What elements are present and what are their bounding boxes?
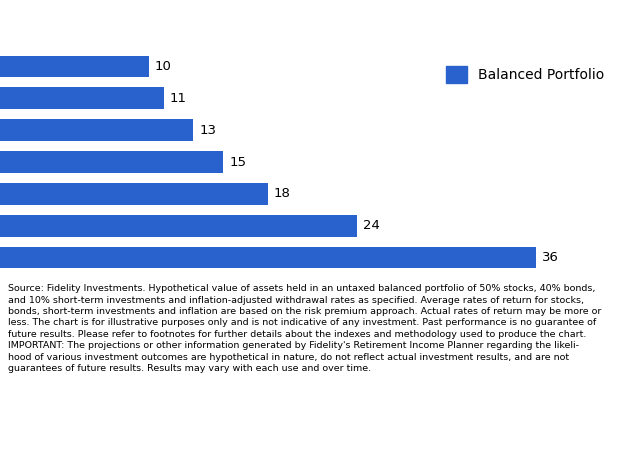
Bar xyxy=(0,87,164,109)
Text: 10: 10 xyxy=(155,60,172,73)
Text: 24: 24 xyxy=(363,219,380,232)
Text: 18: 18 xyxy=(274,187,291,200)
Text: 36: 36 xyxy=(542,251,559,264)
Bar xyxy=(0,119,194,141)
Bar xyxy=(0,215,357,237)
Bar xyxy=(0,151,223,173)
Text: 13: 13 xyxy=(199,124,216,137)
Legend: Balanced Portfolio: Balanced Portfolio xyxy=(432,52,618,97)
Bar xyxy=(0,247,536,268)
Text: 11: 11 xyxy=(169,92,187,105)
Bar xyxy=(0,56,149,77)
Bar xyxy=(0,183,268,205)
Text: Withdrawal rates in extended down markets: Withdrawal rates in extended down market… xyxy=(8,15,390,30)
Text: Source: Fidelity Investments. Hypothetical value of assets held in an untaxed ba: Source: Fidelity Investments. Hypothetic… xyxy=(8,284,601,374)
Text: 15: 15 xyxy=(229,156,246,168)
